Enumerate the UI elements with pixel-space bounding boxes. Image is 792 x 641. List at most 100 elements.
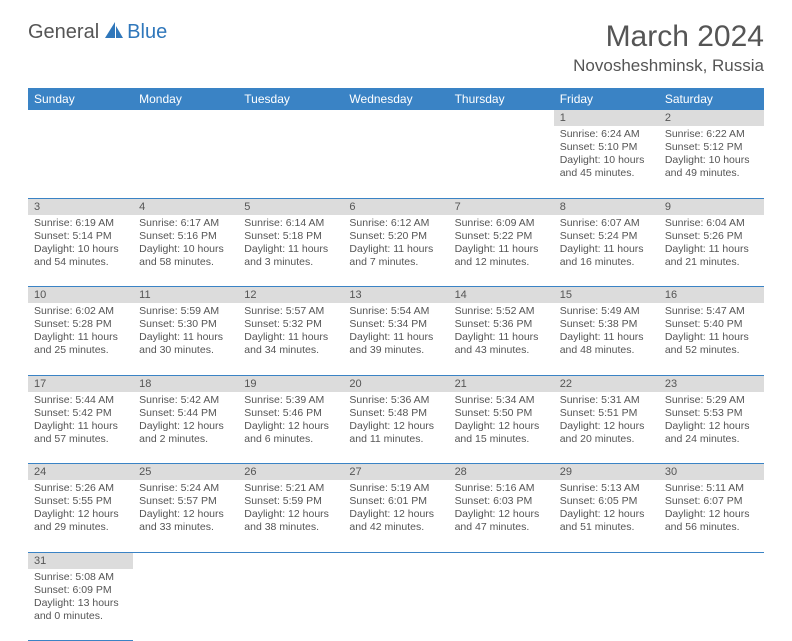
day-number-cell: 18	[133, 375, 238, 392]
day-dl1: Daylight: 12 hours	[560, 420, 653, 433]
day-ss: Sunset: 5:48 PM	[349, 407, 442, 420]
day-ss: Sunset: 5:40 PM	[665, 318, 758, 331]
sail-icon	[103, 20, 125, 45]
day-sr: Sunrise: 5:59 AM	[139, 305, 232, 318]
day-dl1: Daylight: 11 hours	[244, 331, 337, 344]
day-ss: Sunset: 5:46 PM	[244, 407, 337, 420]
day-dl1: Daylight: 12 hours	[349, 420, 442, 433]
day-number-cell: 6	[343, 198, 448, 215]
day-ss: Sunset: 5:53 PM	[665, 407, 758, 420]
day-detail-cell: Sunrise: 6:14 AMSunset: 5:18 PMDaylight:…	[238, 215, 343, 287]
day-dl1: Daylight: 11 hours	[349, 243, 442, 256]
day-number-cell: 19	[238, 375, 343, 392]
day-detail-cell: Sunrise: 5:42 AMSunset: 5:44 PMDaylight:…	[133, 392, 238, 464]
day-dl2: and 57 minutes.	[34, 433, 127, 446]
daytext-row: Sunrise: 5:08 AMSunset: 6:09 PMDaylight:…	[28, 569, 764, 641]
day-detail-cell: Sunrise: 5:13 AMSunset: 6:05 PMDaylight:…	[554, 480, 659, 552]
day-sr: Sunrise: 5:49 AM	[560, 305, 653, 318]
day-detail-cell: Sunrise: 5:29 AMSunset: 5:53 PMDaylight:…	[659, 392, 764, 464]
day-ss: Sunset: 5:55 PM	[34, 495, 127, 508]
day-ss: Sunset: 5:14 PM	[34, 230, 127, 243]
day-dl1: Daylight: 12 hours	[560, 508, 653, 521]
day-detail-cell: Sunrise: 6:02 AMSunset: 5:28 PMDaylight:…	[28, 303, 133, 375]
day-detail-cell: Sunrise: 5:08 AMSunset: 6:09 PMDaylight:…	[28, 569, 133, 641]
day-number-cell: 8	[554, 198, 659, 215]
day-dl1: Daylight: 10 hours	[560, 154, 653, 167]
day-number-cell: 20	[343, 375, 448, 392]
day-dl2: and 33 minutes.	[139, 521, 232, 534]
day-number-cell: 28	[449, 464, 554, 481]
day-number-cell: 29	[554, 464, 659, 481]
day-number-cell	[238, 110, 343, 126]
day-ss: Sunset: 5:42 PM	[34, 407, 127, 420]
day-dl1: Daylight: 11 hours	[244, 243, 337, 256]
day-detail-cell	[449, 569, 554, 641]
calendar-table: Sunday Monday Tuesday Wednesday Thursday…	[28, 88, 764, 641]
day-ss: Sunset: 6:01 PM	[349, 495, 442, 508]
col-monday: Monday	[133, 88, 238, 110]
day-sr: Sunrise: 5:34 AM	[455, 394, 548, 407]
day-detail-cell: Sunrise: 6:19 AMSunset: 5:14 PMDaylight:…	[28, 215, 133, 287]
day-number-cell	[133, 110, 238, 126]
day-detail-cell: Sunrise: 5:16 AMSunset: 6:03 PMDaylight:…	[449, 480, 554, 552]
day-ss: Sunset: 6:03 PM	[455, 495, 548, 508]
day-dl2: and 12 minutes.	[455, 256, 548, 269]
day-number-cell: 23	[659, 375, 764, 392]
day-number-cell: 17	[28, 375, 133, 392]
day-dl2: and 43 minutes.	[455, 344, 548, 357]
day-ss: Sunset: 5:26 PM	[665, 230, 758, 243]
day-detail-cell: Sunrise: 6:09 AMSunset: 5:22 PMDaylight:…	[449, 215, 554, 287]
day-dl1: Daylight: 12 hours	[455, 508, 548, 521]
day-number-cell: 10	[28, 287, 133, 304]
day-ss: Sunset: 5:28 PM	[34, 318, 127, 331]
day-sr: Sunrise: 5:29 AM	[665, 394, 758, 407]
day-detail-cell: Sunrise: 5:57 AMSunset: 5:32 PMDaylight:…	[238, 303, 343, 375]
day-number-cell: 24	[28, 464, 133, 481]
day-detail-cell: Sunrise: 5:47 AMSunset: 5:40 PMDaylight:…	[659, 303, 764, 375]
col-tuesday: Tuesday	[238, 88, 343, 110]
day-detail-cell: Sunrise: 5:39 AMSunset: 5:46 PMDaylight:…	[238, 392, 343, 464]
day-detail-cell	[238, 569, 343, 641]
daynum-row: 31	[28, 552, 764, 569]
day-number-cell: 9	[659, 198, 764, 215]
day-detail-cell	[238, 126, 343, 198]
day-dl2: and 51 minutes.	[560, 521, 653, 534]
day-number-cell	[659, 552, 764, 569]
day-ss: Sunset: 6:07 PM	[665, 495, 758, 508]
day-ss: Sunset: 5:12 PM	[665, 141, 758, 154]
day-dl2: and 29 minutes.	[34, 521, 127, 534]
day-number-cell: 22	[554, 375, 659, 392]
day-number-cell: 21	[449, 375, 554, 392]
day-ss: Sunset: 5:44 PM	[139, 407, 232, 420]
day-ss: Sunset: 5:57 PM	[139, 495, 232, 508]
day-dl1: Daylight: 11 hours	[560, 331, 653, 344]
day-dl2: and 2 minutes.	[139, 433, 232, 446]
day-number-cell	[449, 552, 554, 569]
day-number-cell	[343, 552, 448, 569]
day-sr: Sunrise: 5:31 AM	[560, 394, 653, 407]
day-ss: Sunset: 5:10 PM	[560, 141, 653, 154]
day-detail-cell: Sunrise: 5:24 AMSunset: 5:57 PMDaylight:…	[133, 480, 238, 552]
day-sr: Sunrise: 5:47 AM	[665, 305, 758, 318]
day-number-cell: 5	[238, 198, 343, 215]
daynum-row: 3456789	[28, 198, 764, 215]
brand-part1: General	[28, 21, 99, 44]
day-ss: Sunset: 6:05 PM	[560, 495, 653, 508]
day-dl2: and 54 minutes.	[34, 256, 127, 269]
day-ss: Sunset: 5:18 PM	[244, 230, 337, 243]
day-detail-cell: Sunrise: 5:36 AMSunset: 5:48 PMDaylight:…	[343, 392, 448, 464]
header: General Blue March 2024 Novosheshminsk, …	[28, 20, 764, 76]
day-detail-cell	[554, 569, 659, 641]
day-dl1: Daylight: 12 hours	[665, 420, 758, 433]
day-number-cell: 14	[449, 287, 554, 304]
day-sr: Sunrise: 5:26 AM	[34, 482, 127, 495]
day-dl2: and 47 minutes.	[455, 521, 548, 534]
day-sr: Sunrise: 5:21 AM	[244, 482, 337, 495]
day-detail-cell: Sunrise: 5:49 AMSunset: 5:38 PMDaylight:…	[554, 303, 659, 375]
day-number-cell: 26	[238, 464, 343, 481]
day-number-cell: 12	[238, 287, 343, 304]
col-saturday: Saturday	[659, 88, 764, 110]
day-dl1: Daylight: 12 hours	[244, 508, 337, 521]
day-ss: Sunset: 5:20 PM	[349, 230, 442, 243]
day-number-cell: 30	[659, 464, 764, 481]
